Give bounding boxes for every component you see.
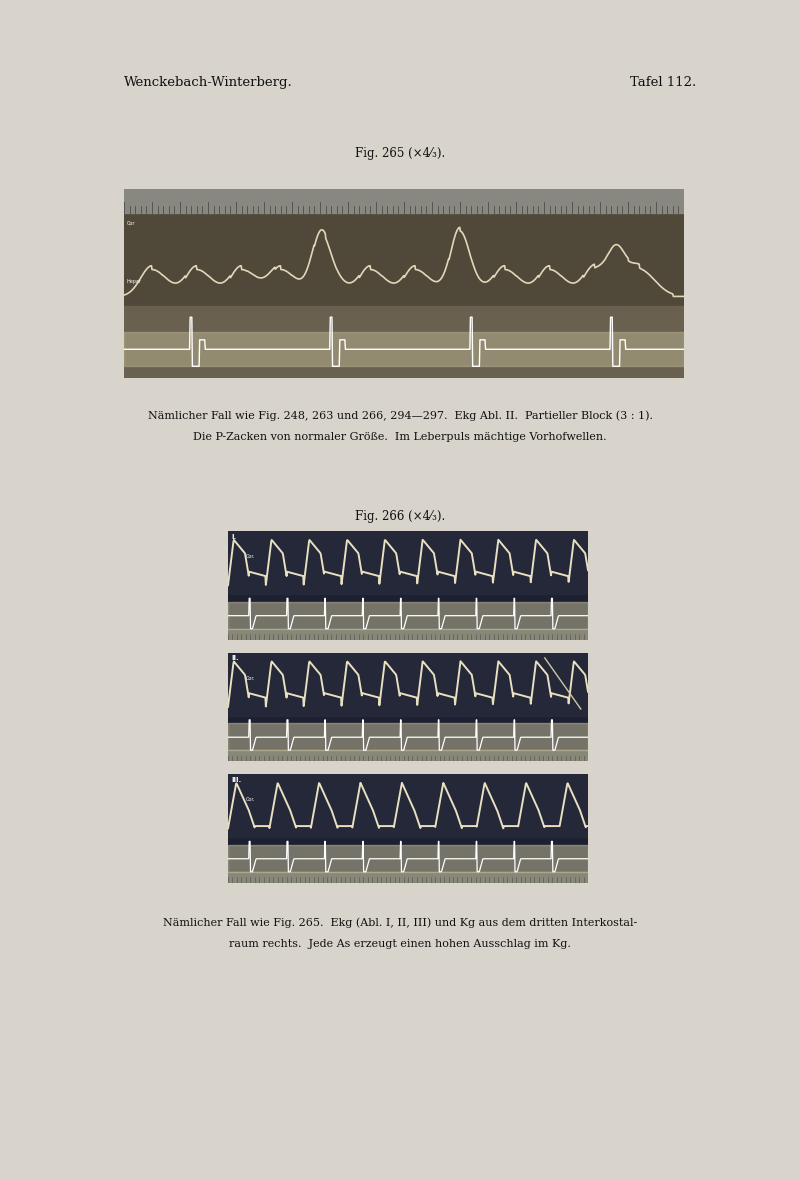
Text: Hepar: Hepar xyxy=(126,280,142,284)
Text: raum rechts.  Jede As erzeugt einen hohen Ausschlag im Kg.: raum rechts. Jede As erzeugt einen hohen… xyxy=(229,939,571,949)
Text: III.: III. xyxy=(232,776,242,782)
Bar xyxy=(228,629,588,640)
Text: Cor.: Cor. xyxy=(246,676,255,681)
Text: II.: II. xyxy=(232,655,239,661)
Text: Wenckebach-Winterberg.: Wenckebach-Winterberg. xyxy=(124,76,293,90)
Text: Cor: Cor xyxy=(126,221,135,225)
Text: Fig. 265 (×4⁄₃).: Fig. 265 (×4⁄₃). xyxy=(355,146,445,160)
Bar xyxy=(228,845,588,872)
Text: Cor.: Cor. xyxy=(246,798,255,802)
Text: Cor.: Cor. xyxy=(246,555,255,559)
Bar xyxy=(228,531,588,594)
Bar xyxy=(228,774,588,837)
Bar xyxy=(228,872,588,883)
Text: Nämlicher Fall wie Fig. 248, 263 und 266, 294—297.  Ekg Abl. II.  Partieller Blo: Nämlicher Fall wie Fig. 248, 263 und 266… xyxy=(147,411,653,420)
Text: Die P-Zacken von normaler Größe.  Im Leberpuls mächtige Vorhofwellen.: Die P-Zacken von normaler Größe. Im Lebe… xyxy=(193,432,607,441)
Text: Nämlicher Fall wie Fig. 265.  Ekg (Abl. I, II, III) und Kg aus dem dritten Inter: Nämlicher Fall wie Fig. 265. Ekg (Abl. I… xyxy=(163,918,637,927)
Bar xyxy=(228,602,588,629)
Bar xyxy=(124,306,684,378)
Bar xyxy=(228,653,588,715)
Bar xyxy=(124,189,684,214)
Bar xyxy=(124,333,684,366)
Bar xyxy=(228,723,588,750)
Text: Fig. 266 (×4⁄₃).: Fig. 266 (×4⁄₃). xyxy=(355,510,445,524)
Text: Tafel 112.: Tafel 112. xyxy=(630,76,696,90)
Text: I.: I. xyxy=(232,533,237,539)
Bar xyxy=(124,214,684,306)
Bar xyxy=(228,750,588,761)
